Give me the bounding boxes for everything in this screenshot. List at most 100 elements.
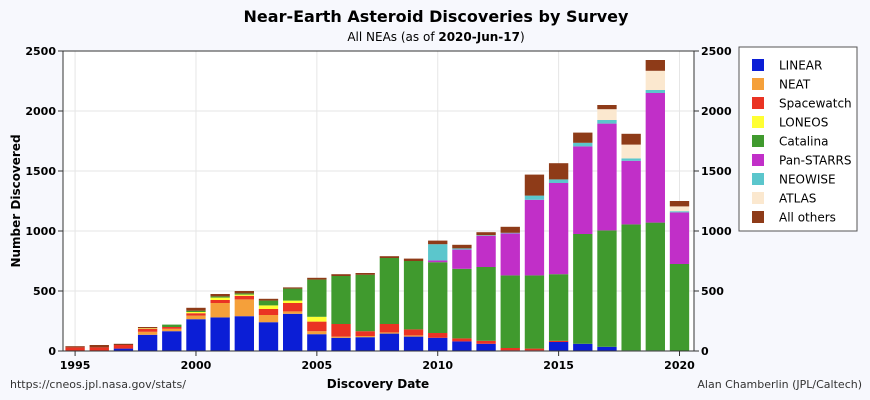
bar-neowise-2010 [428,244,448,261]
legend-label: ATLAS [779,192,816,206]
bar-catalina-2012 [476,267,496,341]
bar-pan-starrs-2020 [669,212,690,264]
bar-catalina-2005 [307,279,327,317]
plot-frame [62,50,695,352]
bar-all-others-2016 [573,132,593,143]
bar-linear-2005 [307,334,327,351]
bar-catalina-2004 [283,288,303,301]
legend-label: NEOWISE [779,173,836,187]
bar-atlas-2017 [597,109,617,120]
bar-all-others-2011 [452,244,472,249]
bar-neowise-2018 [621,158,641,161]
y-tick-label-left: 1500 [25,165,56,178]
bar-neowise-2014 [524,195,545,200]
bar-loneos-2002 [234,294,254,296]
bar-neat-2007 [355,336,375,338]
bar-linear-2006 [331,337,351,351]
bar-all-others-2006 [331,274,351,276]
bar-all-others-2020 [669,201,690,207]
bar-catalina-2001 [210,296,230,298]
bar-catalina-2007 [355,274,375,332]
legend-swatch [752,59,764,71]
y-tick-label-right: 500 [701,285,724,298]
bar-catalina-2003 [258,300,279,306]
x-tick-label: 2020 [664,359,695,372]
bar-spacewatch-2003 [258,309,279,315]
bar-neat-2001 [210,303,230,318]
credit-left[interactable]: https://cneos.jpl.nasa.gov/stats/ [10,378,186,391]
bar-linear-2003 [258,322,279,351]
bar-neat-2006 [331,336,351,338]
bar-neowise-2015 [548,179,569,183]
y-tick-label-left: 500 [33,285,56,298]
y-axis-title: Number Discovered [9,134,23,267]
bar-loneos-2004 [283,300,303,303]
bar-catalina-2018 [621,224,641,351]
bar-catalina-2017 [597,230,617,347]
bar-spacewatch-1995 [65,347,85,351]
credit-right: Alan Chamberlin (JPL/Caltech) [697,378,862,391]
bar-pan-starrs-2014 [524,199,545,276]
y-tick-label-right: 2000 [701,105,732,118]
legend-label: NEAT [779,78,811,92]
subtitle-prefix: All NEAs (as of [347,30,438,44]
y-tick-label-left: 0 [48,345,56,358]
bar-catalina-2002 [234,293,254,295]
bar-catalina-2015 [548,274,569,341]
bar-all-others-2008 [379,256,400,258]
bar-loneos-2001 [210,297,230,300]
bar-neat-2003 [258,315,279,323]
bar-catalina-2013 [500,275,520,348]
y-tick-label-left: 1000 [25,225,56,238]
bar-all-others-1997 [113,343,134,345]
chart-subtitle: All NEAs (as of 2020-Jun-17) [347,30,524,44]
bar-loneos-2003 [258,305,279,309]
bar-all-others-2010 [428,240,448,245]
bars [65,60,690,351]
x-tick-label: 1995 [60,359,91,372]
legend-swatch [752,211,764,223]
legend-label: Spacewatch [779,97,852,111]
bar-linear-2016 [573,343,593,351]
y-tick-label-right: 1000 [701,225,732,238]
y-tick-label-left: 2500 [25,45,56,58]
bar-neat-2004 [283,311,303,314]
bar-linear-1998 [137,334,158,351]
bar-all-others-2005 [307,277,327,280]
bar-neowise-2011 [452,248,472,250]
bar-pan-starrs-2011 [452,249,472,269]
legend-swatch [752,97,764,109]
legend-swatch [752,116,764,128]
bar-spacewatch-2015 [548,340,569,342]
bar-all-others-2014 [524,174,545,196]
bar-spacewatch-2000 [186,313,206,316]
subtitle-suffix: ) [520,30,525,44]
bar-spacewatch-2012 [476,340,496,344]
bar-spacewatch-2008 [379,324,400,333]
bar-linear-2000 [186,319,206,351]
y-tick-label-right: 1500 [701,165,732,178]
bar-pan-starrs-2013 [500,233,520,276]
bar-all-others-2009 [403,258,424,261]
bar-spacewatch-2014 [524,348,545,351]
bar-neowise-2017 [597,120,617,124]
bar-spacewatch-2009 [403,329,424,336]
bar-all-others-1996 [89,345,109,348]
bar-neat-2005 [307,331,327,335]
bar-catalina-1999 [162,324,182,327]
subtitle-date: 2020-Jun-17 [438,30,520,44]
y-tick-label-left: 2000 [25,105,56,118]
bar-linear-2007 [355,337,375,351]
bar-all-others-2019 [645,60,665,71]
bar-all-others-2004 [283,287,303,289]
bar-catalina-2016 [573,234,593,344]
legend: LINEAR NEAT Spacewatch LONEOS Catalina Pan-ST… [738,46,858,232]
bar-spacewatch-1997 [113,345,134,349]
bar-spacewatch-2005 [307,321,327,332]
bar-pan-starrs-2018 [621,160,641,225]
bar-pan-starrs-2015 [548,183,569,275]
legend-swatch [752,192,764,204]
bar-catalina-2011 [452,268,472,339]
bar-pan-starrs-2012 [476,235,496,267]
bar-spacewatch-2010 [428,333,448,338]
